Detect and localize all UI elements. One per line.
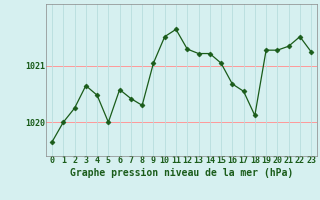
X-axis label: Graphe pression niveau de la mer (hPa): Graphe pression niveau de la mer (hPa) [70,168,293,178]
